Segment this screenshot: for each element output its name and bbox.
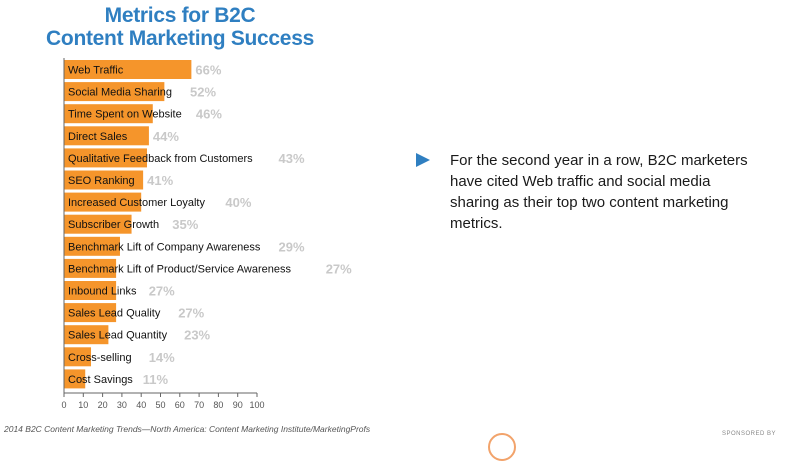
bar-label: Benchmark Lift of Company Awareness bbox=[68, 241, 261, 253]
bar-value-label: 27% bbox=[178, 306, 204, 321]
bar-value-label: 40% bbox=[225, 195, 251, 210]
bar-value-label: 27% bbox=[149, 284, 175, 299]
bar-label: Inbound Links bbox=[68, 286, 137, 298]
bar bbox=[64, 82, 165, 102]
bar bbox=[64, 325, 109, 345]
callout-text: For the second year in a row, B2C market… bbox=[450, 152, 748, 232]
bar bbox=[64, 104, 153, 124]
chart-title-line-1: Metrics for B2C bbox=[104, 4, 256, 27]
x-tick-label: 50 bbox=[155, 400, 165, 410]
bar bbox=[64, 214, 132, 234]
x-tick-label: 90 bbox=[233, 400, 243, 410]
chart-title: Metrics for B2C Content Marketing Succes… bbox=[30, 4, 330, 50]
bar bbox=[64, 258, 117, 278]
bar-value-label: 11% bbox=[143, 372, 169, 387]
bar-label: Increased Customer Loyalty bbox=[68, 197, 205, 209]
bar bbox=[64, 303, 117, 323]
bar-label: Social Media Sharing bbox=[68, 87, 172, 99]
x-tick-label: 30 bbox=[117, 400, 127, 410]
x-tick-label: 20 bbox=[98, 400, 108, 410]
bar-value-label: 23% bbox=[184, 328, 210, 343]
bar-label: Web Traffic bbox=[68, 65, 124, 77]
x-tick-label: 0 bbox=[61, 400, 66, 410]
bar bbox=[64, 236, 120, 256]
bar-value-label: 46% bbox=[196, 107, 222, 122]
bar bbox=[64, 60, 192, 79]
x-tick-label: 10 bbox=[78, 400, 88, 410]
bar bbox=[64, 170, 144, 190]
bar-value-label: 41% bbox=[147, 173, 173, 188]
bar bbox=[64, 148, 147, 168]
bar-label: Cost Savings bbox=[68, 374, 133, 386]
bar-value-label: 44% bbox=[153, 129, 179, 144]
bar-label: SEO Ranking bbox=[68, 175, 135, 187]
bar-label: Sales Lead Quality bbox=[68, 308, 161, 320]
bar-value-label: 43% bbox=[279, 151, 305, 166]
bar-value-label: 66% bbox=[195, 63, 221, 78]
bar bbox=[64, 281, 117, 300]
bar-chart: Web Traffic 66% Social Media Sharing 52% Tim… bbox=[61, 58, 352, 410]
bar-value-label: 35% bbox=[172, 217, 198, 232]
x-tick-label: 60 bbox=[175, 400, 185, 410]
chart-title-line-2: Content Marketing Success bbox=[46, 27, 314, 50]
bar-label: Benchmark Lift of Product/Service Awaren… bbox=[68, 263, 291, 275]
x-tick-label: 70 bbox=[194, 400, 204, 410]
bar bbox=[64, 192, 142, 212]
callout: For the second year in a row, B2C market… bbox=[416, 150, 761, 234]
bar-label: Qualitative Feedback from Customers bbox=[68, 153, 253, 165]
bar-label: Subscriber Growth bbox=[68, 219, 159, 231]
x-tick-label: 100 bbox=[249, 400, 264, 410]
bar-value-label: 14% bbox=[149, 350, 175, 365]
x-tick-label: 80 bbox=[213, 400, 223, 410]
bar-label: Cross-selling bbox=[68, 352, 132, 364]
bar bbox=[64, 369, 86, 389]
x-tick-label: 40 bbox=[136, 400, 146, 410]
sponsor-logo bbox=[488, 433, 516, 461]
bar-value-label: 29% bbox=[279, 239, 305, 254]
bar-value-label: 52% bbox=[190, 85, 216, 100]
bar-label: Sales Lead Quantity bbox=[68, 330, 168, 342]
bar-value-label: 27% bbox=[326, 261, 352, 276]
sponsor-label: SPONSORED BY bbox=[721, 431, 776, 437]
bar-label: Time Spent on Website bbox=[68, 109, 182, 121]
bar bbox=[64, 347, 92, 367]
bar bbox=[64, 126, 149, 146]
source-citation: 2014 B2C Content Marketing Trends—North … bbox=[4, 424, 371, 434]
bar-label: Direct Sales bbox=[68, 131, 128, 143]
triangle-arrow-icon bbox=[416, 153, 430, 167]
